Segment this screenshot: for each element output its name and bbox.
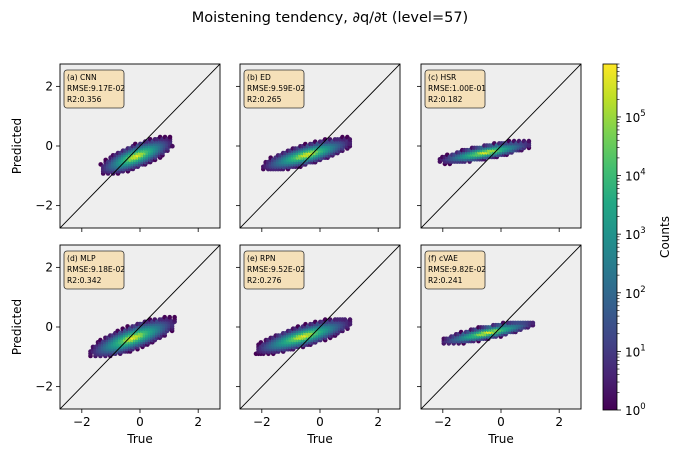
r2-text: R2:0.265 [247, 95, 282, 104]
r2-text: R2:0.356 [67, 95, 102, 104]
identity-line [421, 64, 581, 228]
rmse-text: RMSE:9.82E-02 [428, 265, 486, 274]
x-axis-label: True [487, 432, 514, 446]
hex-bin [167, 134, 173, 140]
x-tick-label: −2 [73, 415, 91, 429]
identity-line [60, 245, 220, 409]
hex-bin [347, 317, 353, 322]
hex-bin [172, 314, 177, 320]
identity-line [240, 245, 400, 409]
x-axis-label: True [306, 432, 333, 446]
r2-text: R2:0.241 [428, 276, 463, 285]
x-tick-label: −2 [434, 415, 452, 429]
colorbar-tick-label: 105 [625, 109, 646, 125]
panel-4: −2 −2 0 0 2 2 (d) MLP RMSE:9.18E-02 R2:0.342 True… [10, 244, 221, 446]
y-tick-label: 2 [45, 79, 53, 93]
panel-1: −2 0 2 (a) CNN RMSE:9.17E-02 R2:0.356 Predicte… [10, 63, 221, 232]
metrics-box [63, 250, 125, 290]
colorbar-gradient [602, 63, 618, 411]
colorbar-tick-label: 101 [625, 343, 646, 359]
hexbin-cloud [261, 134, 353, 172]
panel-5: −2 0 2 (e) RPN RMSE:9.52E-02 R2:0.276 True [236, 244, 401, 446]
r2-text: R2:0.276 [247, 276, 282, 285]
hex-bin [167, 314, 172, 320]
colorbar: 100 101 102 103 104 105 Counts [602, 63, 672, 418]
hex-bin [170, 143, 175, 149]
hexbin-cloud [88, 314, 177, 359]
identity-line [240, 64, 400, 228]
x-tick-label: 2 [555, 415, 563, 429]
hex-bin [347, 137, 353, 142]
x-tick-label: −2 [253, 415, 271, 429]
hex-bin [526, 138, 532, 144]
panel-label: (d) MLP [67, 254, 96, 263]
rmse-text: RMSE:9.59E-02 [247, 84, 305, 93]
metrics-box [424, 250, 486, 290]
x-tick-label: 2 [374, 415, 382, 429]
metrics-box [243, 250, 305, 290]
identity-line [60, 64, 220, 228]
metrics-box [424, 69, 486, 109]
y-tick-label: 2 [45, 260, 53, 274]
panel-label: (c) HSR [428, 73, 457, 82]
y-tick-label: 0 [45, 139, 53, 153]
panel-3: (c) HSR RMSE:1.00E-01 R2:0.182 [417, 63, 582, 232]
hex-bin [530, 320, 536, 326]
panel-label: (e) RPN [247, 254, 276, 263]
panel-6: −2 0 2 (f) cVAE RMSE:9.82E-02 R2:0.241 True [417, 244, 582, 446]
colorbar-label: Counts [658, 216, 672, 258]
hexbin-cloud [441, 320, 536, 346]
rmse-text: RMSE:9.52E-02 [247, 265, 305, 274]
x-tick-label: 0 [497, 415, 505, 429]
rmse-text: RMSE:9.18E-02 [67, 265, 125, 274]
panel-label: (a) CNN [67, 73, 97, 82]
panel-2: (b) ED RMSE:9.59E-02 R2:0.265 [236, 63, 401, 232]
panel-label: (b) ED [247, 73, 271, 82]
rmse-text: RMSE:9.17E-02 [67, 84, 125, 93]
r2-text: R2:0.342 [67, 276, 102, 285]
hexbin-cloud [98, 134, 175, 176]
x-tick-label: 2 [194, 415, 202, 429]
x-tick-label: 0 [136, 415, 144, 429]
y-axis-label: Predicted [10, 118, 24, 174]
metrics-box [243, 69, 305, 109]
colorbar-tick-label: 102 [625, 285, 646, 301]
metrics-box [63, 69, 125, 109]
x-tick-label: 0 [316, 415, 324, 429]
colorbar-tick-label: 104 [625, 168, 646, 184]
identity-line [421, 245, 581, 409]
hexbin-cloud [253, 317, 353, 357]
rmse-text: RMSE:1.00E-01 [428, 84, 486, 93]
r2-text: R2:0.182 [428, 95, 463, 104]
colorbar-tick-label: 100 [625, 402, 646, 418]
x-axis-label: True [126, 432, 153, 446]
y-tick-label: 0 [45, 320, 53, 334]
y-axis-label: Predicted [10, 299, 24, 355]
y-tick-label: −2 [35, 380, 53, 394]
figure-title: Moistening tendency, ∂q/∂t (level=57) [192, 10, 468, 26]
y-tick-label: −2 [35, 199, 53, 213]
colorbar-tick-label: 103 [625, 226, 646, 242]
panel-label: (f) cVAE [428, 254, 458, 263]
